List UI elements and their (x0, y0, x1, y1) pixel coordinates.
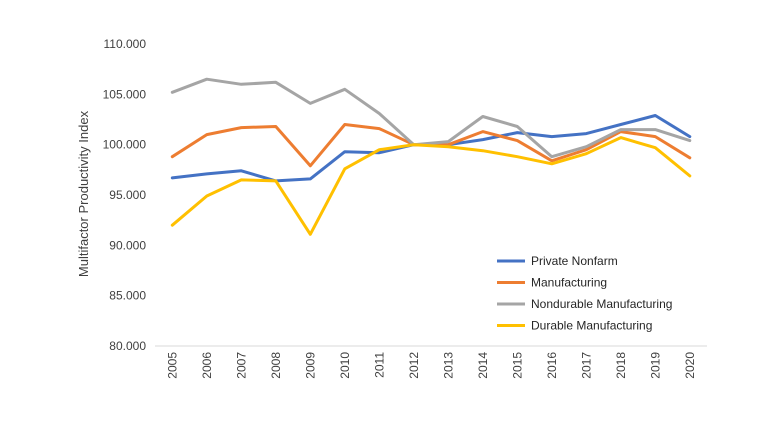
series-line-durable-manufacturing (172, 138, 690, 235)
legend-label-private-nonfarm: Private Nonfarm (531, 254, 618, 268)
series-lines (172, 79, 690, 234)
y-axis-tick-labels: 80.000 85.000 90.000 95.000 100.000 105.000 11… (103, 37, 147, 353)
x-tick-label-2005: 2005 (165, 352, 179, 379)
x-tick-label-2015: 2015 (510, 352, 524, 379)
y-tick-label: 95.000 (109, 188, 146, 202)
x-tick-label-2018: 2018 (614, 352, 628, 379)
y-tick-label: 80.000 (109, 339, 146, 353)
y-tick-label: 85.000 (109, 289, 146, 303)
x-tick-label-2009: 2009 (303, 352, 317, 379)
multifactor-productivity-line-chart: 80.000 85.000 90.000 95.000 100.000 105.000 11… (0, 0, 772, 422)
chart-container: 80.000 85.000 90.000 95.000 100.000 105.000 11… (0, 0, 772, 422)
y-axis-title: Multifactor Productivity Index (76, 110, 91, 277)
series-line-private-nonfarm (172, 116, 690, 181)
x-tick-label-2016: 2016 (545, 352, 559, 379)
chart-legend: Private Nonfarm Manufacturing Nondurable M… (497, 254, 672, 333)
x-tick-label-2008: 2008 (269, 352, 283, 379)
legend-label-nondurable-manufacturing: Nondurable Manufacturing (531, 297, 672, 311)
y-tick-label: 100.000 (103, 138, 147, 152)
legend-label-durable-manufacturing: Durable Manufacturing (531, 319, 652, 333)
legend-label-manufacturing: Manufacturing (531, 276, 607, 290)
x-tick-label-2019: 2019 (648, 352, 662, 379)
x-tick-label-2011: 2011 (372, 352, 386, 378)
x-tick-label-2020: 2020 (683, 352, 697, 379)
y-tick-label: 105.000 (103, 87, 147, 101)
x-axis-tick-labels: 2005 2006 2007 2008 2009 2010 2011 2012 2013 2014… (165, 352, 697, 379)
x-tick-label-2010: 2010 (338, 352, 352, 379)
x-tick-label-2013: 2013 (441, 352, 455, 379)
x-tick-label-2006: 2006 (200, 352, 214, 379)
y-tick-label: 110.000 (104, 37, 147, 51)
y-tick-label: 90.000 (109, 238, 146, 252)
x-tick-label-2012: 2012 (407, 352, 421, 379)
x-tick-label-2007: 2007 (234, 352, 248, 379)
x-tick-label-2017: 2017 (579, 352, 593, 379)
x-tick-label-2014: 2014 (476, 352, 490, 379)
